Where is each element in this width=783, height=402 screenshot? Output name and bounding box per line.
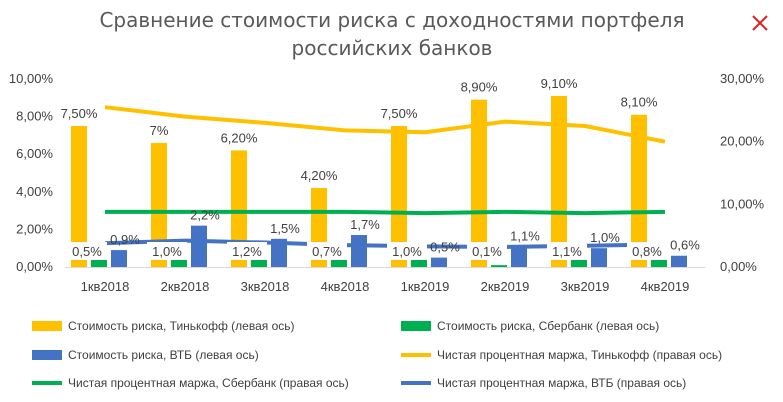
bar-vtb bbox=[111, 250, 127, 267]
x-axis-tick: 4кв2019 bbox=[641, 279, 690, 294]
bar-vtb bbox=[271, 238, 287, 267]
data-label-vtb: 1,7% bbox=[350, 217, 380, 232]
data-label-sber: 0,7% bbox=[312, 244, 342, 259]
data-label-box-sber bbox=[307, 242, 347, 260]
bar-sber bbox=[491, 265, 507, 267]
right-axis-tick: 20,00% bbox=[720, 134, 765, 149]
bar-sber bbox=[91, 257, 107, 267]
left-axis-tick: 6,00% bbox=[16, 146, 53, 161]
data-label-vtb: 0,9% bbox=[110, 232, 140, 247]
bar-tinkoff bbox=[551, 95, 567, 267]
data-label-tinkoff: 6,20% bbox=[221, 130, 258, 145]
bar-vtb bbox=[591, 248, 607, 267]
x-axis-tick: 3кв2019 bbox=[561, 279, 610, 294]
line-sber-margin bbox=[105, 209, 666, 216]
legend-swatch bbox=[32, 321, 62, 331]
data-label-box-sber bbox=[547, 242, 587, 260]
data-label-sber: 1,1% bbox=[552, 244, 582, 259]
left-axis-tick: 8,00% bbox=[16, 109, 53, 124]
legend-swatch bbox=[32, 350, 62, 360]
right-axis-tick: 10,00% bbox=[720, 196, 765, 211]
data-label-box-sber bbox=[627, 242, 667, 260]
bar-tinkoff bbox=[391, 126, 407, 267]
legend-label: Чистая процентная маржа, Тинькофф (права… bbox=[437, 348, 722, 362]
data-label-box-sber bbox=[467, 242, 507, 260]
data-label-box-sber bbox=[67, 242, 107, 260]
data-label-tinkoff: 7,50% bbox=[61, 106, 98, 121]
left-axis-tick: 0,00% bbox=[16, 259, 53, 274]
data-label-box-sber bbox=[147, 242, 187, 260]
x-axis-tick: 4кв2018 bbox=[321, 279, 370, 294]
data-label-vtb: 1,0% bbox=[590, 230, 620, 245]
data-label-sber: 0,1% bbox=[472, 244, 502, 259]
bar-tinkoff bbox=[71, 126, 87, 267]
data-label-sber: 0,5% bbox=[72, 244, 102, 259]
bar-tinkoff bbox=[151, 142, 167, 267]
data-label-tinkoff: 4,20% bbox=[301, 168, 338, 183]
data-label-vtb: 0,5% bbox=[430, 240, 460, 255]
legend-label: Стоимость риска, Сбербанк (левая ось) bbox=[437, 319, 659, 333]
x-axis-tick: 2кв2019 bbox=[481, 279, 530, 294]
data-label-vtb: 2,2% bbox=[190, 208, 220, 223]
bar-vtb bbox=[351, 235, 367, 267]
data-label-tinkoff: 8,90% bbox=[461, 80, 498, 95]
data-label-vtb: 1,1% bbox=[510, 228, 540, 243]
legend-swatch bbox=[401, 321, 431, 331]
bar-vtb bbox=[511, 246, 527, 267]
bar-vtb bbox=[431, 257, 447, 267]
legend-label: Чистая процентная маржа, ВТБ (правая ось… bbox=[437, 376, 686, 390]
bar-vtb bbox=[671, 255, 687, 267]
x-axis-tick: 2кв2018 bbox=[161, 279, 210, 294]
x-axis-tick: 3кв2018 bbox=[241, 279, 290, 294]
data-label-sber: 1,0% bbox=[152, 244, 182, 259]
right-axis-tick: 0,00% bbox=[720, 259, 757, 274]
x-axis-tick: 1кв2019 bbox=[401, 279, 450, 294]
left-axis-tick: 10,00% bbox=[9, 71, 54, 86]
right-axis-tick: 30,00% bbox=[720, 71, 765, 86]
close-icon-stroke-b bbox=[752, 15, 768, 31]
chart-title-line-2: российских банков bbox=[292, 36, 493, 60]
x-axis-tick: 1кв2018 bbox=[81, 279, 130, 294]
data-label-box-sber bbox=[387, 242, 427, 260]
legend-label: Стоимость риска, Тинькофф (левая ось) bbox=[68, 319, 295, 333]
data-label-sber: 1,2% bbox=[232, 244, 262, 259]
bar-tinkoff bbox=[471, 99, 487, 268]
chart-title-line-1: Сравнение стоимости риска с доходностями… bbox=[99, 8, 684, 32]
data-label-sber: 0,8% bbox=[632, 244, 662, 259]
data-label-vtb: 1,5% bbox=[270, 221, 300, 236]
bar-tinkoff bbox=[631, 114, 647, 267]
data-label-sber: 1,0% bbox=[392, 244, 422, 259]
legend-label: Стоимость риска, ВТБ (левая ось) bbox=[68, 348, 259, 362]
bar-vtb bbox=[191, 225, 207, 267]
data-label-tinkoff: 8,10% bbox=[621, 95, 658, 110]
bar-tinkoff bbox=[231, 150, 247, 267]
data-label-tinkoff: 7% bbox=[150, 123, 169, 138]
left-axis-tick: 2,00% bbox=[16, 221, 53, 236]
data-label-tinkoff: 7,50% bbox=[381, 106, 418, 121]
data-label-box-sber bbox=[227, 242, 267, 260]
data-label-tinkoff: 9,10% bbox=[541, 76, 578, 91]
left-axis-tick: 4,00% bbox=[16, 184, 53, 199]
data-label-vtb: 0,6% bbox=[670, 238, 700, 253]
legend-label: Чистая процентная маржа, Сбербанк (права… bbox=[68, 376, 349, 390]
line-tinkoff-margin bbox=[104, 105, 666, 144]
